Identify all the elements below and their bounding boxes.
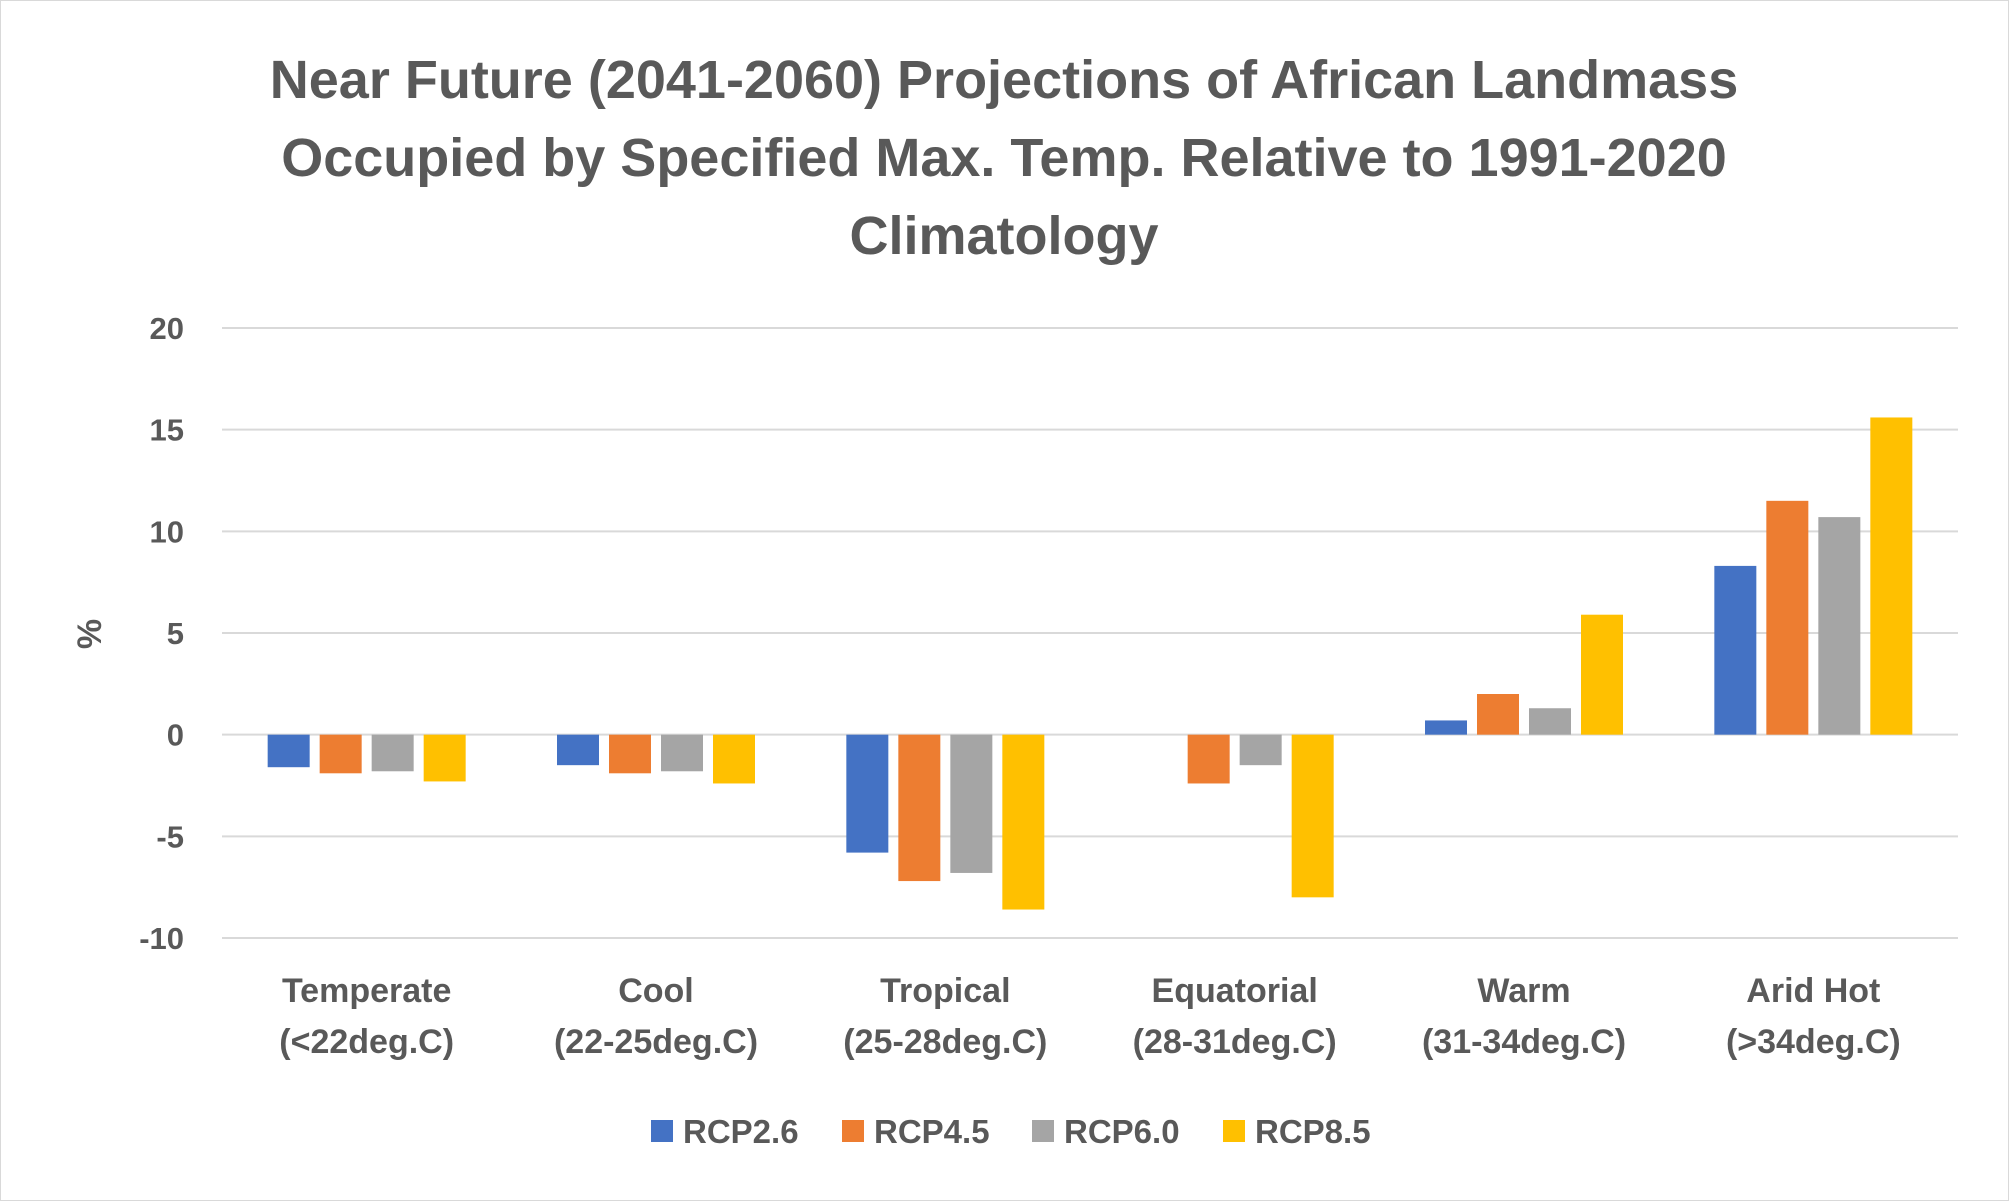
legend-swatch	[651, 1120, 673, 1142]
bar-rcp6-0	[371, 734, 414, 772]
bar-rcp4-5	[319, 734, 362, 774]
y-tick-label: 10	[150, 514, 184, 549]
y-tick-label: -5	[156, 819, 184, 854]
bar-rcp2-6	[1714, 565, 1757, 735]
legend-label: RCP2.6	[683, 1113, 799, 1150]
legend-swatch	[842, 1120, 864, 1142]
chart-title-line: Occupied by Specified Max. Temp. Relativ…	[281, 128, 1727, 188]
x-category-label: (28-31deg.C)	[1133, 1023, 1337, 1061]
legend-swatch	[1223, 1120, 1245, 1142]
y-tick-label: 15	[150, 413, 184, 448]
chart-title-line: Climatology	[849, 206, 1158, 266]
bar-rcp2-6	[267, 734, 310, 768]
chart-title: Near Future (2041-2060) Projections of A…	[270, 50, 1738, 266]
y-tick-label: -10	[139, 921, 184, 956]
bar-rcp8-5	[1291, 734, 1334, 898]
legend-label: RCP4.5	[874, 1113, 990, 1150]
x-category-label: Cool	[618, 972, 694, 1010]
y-axis-ticks: 20 15 10 5 0 -5 -10	[139, 311, 184, 956]
bar-rcp2-6	[846, 734, 889, 853]
bar-rcp8-5	[1002, 734, 1045, 910]
chart-title-line: Near Future (2041-2060) Projections of A…	[270, 50, 1738, 110]
bars	[267, 417, 1913, 910]
legend-label: RCP6.0	[1064, 1113, 1180, 1150]
x-category-label: (31-34deg.C)	[1422, 1023, 1626, 1061]
bar-rcp4-5	[609, 734, 651, 774]
legend-swatch	[1032, 1120, 1054, 1142]
legend-label: RCP8.5	[1255, 1113, 1371, 1150]
bar-rcp6-0	[1529, 708, 1571, 735]
x-axis-category-labels: Temperate (<22deg.C) Cool (22-25deg.C) Tropi…	[279, 972, 1900, 1061]
x-category-label: Temperate	[282, 972, 451, 1010]
x-category-label: Arid Hot	[1746, 972, 1880, 1010]
bar-rcp8-5	[1870, 417, 1913, 735]
bar-rcp8-5	[1581, 614, 1623, 735]
bar-rcp8-5	[423, 734, 466, 782]
legend: RCP2.6 RCP4.5 RCP6.0 RCP8.5	[651, 1113, 1371, 1150]
bar-rcp4-5	[1477, 694, 1519, 735]
bar-rcp4-5	[1187, 734, 1230, 784]
x-category-label: (25-28deg.C)	[843, 1023, 1047, 1061]
y-axis-label: %	[71, 619, 109, 649]
x-category-label: (22-25deg.C)	[554, 1023, 758, 1061]
y-tick-label: 5	[167, 616, 184, 651]
bar-rcp8-5	[713, 734, 755, 784]
bar-rcp6-0	[661, 734, 703, 772]
y-tick-label: 20	[150, 311, 184, 346]
x-category-label: (<22deg.C)	[279, 1023, 454, 1061]
y-tick-label: 0	[167, 718, 184, 753]
x-category-label: Tropical	[880, 972, 1010, 1010]
x-category-label: Warm	[1477, 972, 1570, 1010]
bar-rcp6-0	[1818, 517, 1861, 735]
bar-rcp6-0	[950, 734, 993, 873]
bar-rcp6-0	[1239, 734, 1282, 766]
bar-rcp2-6	[1425, 720, 1467, 735]
gridlines	[222, 327, 1958, 939]
bar-rcp4-5	[898, 734, 941, 882]
x-category-label: (>34deg.C)	[1726, 1023, 1901, 1061]
x-category-label: Equatorial	[1152, 972, 1318, 1010]
bar-rcp4-5	[1766, 500, 1809, 735]
bar-rcp2-6	[557, 734, 599, 766]
